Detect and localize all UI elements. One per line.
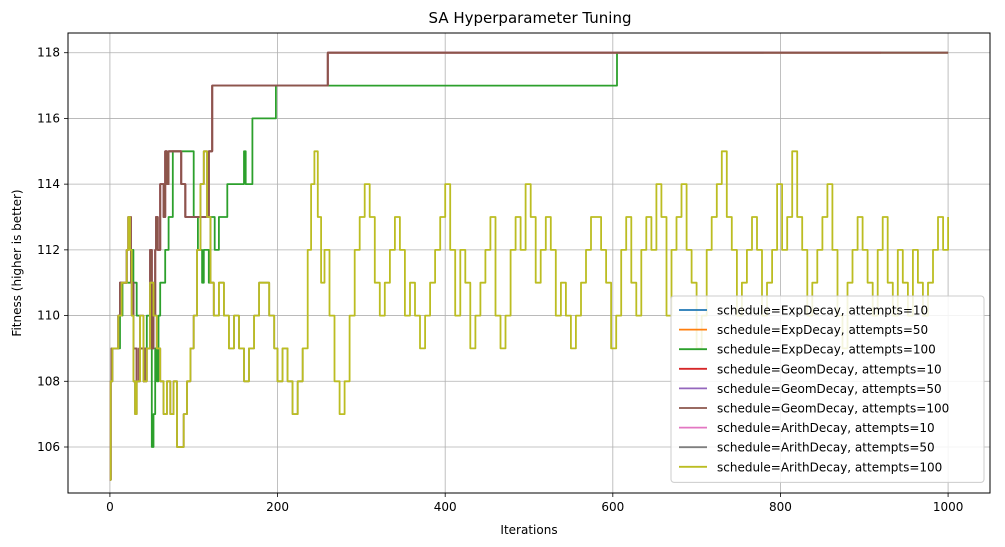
series-lines <box>109 51 949 481</box>
y-tick-label: 112 <box>37 243 60 257</box>
legend-label: schedule=ArithDecay, attempts=10 <box>717 421 935 435</box>
legend-label: schedule=ArithDecay, attempts=100 <box>717 460 942 474</box>
legend-box <box>670 295 985 483</box>
x-tick-label: 200 <box>266 500 289 514</box>
legend-label: schedule=ExpDecay, attempts=50 <box>717 323 928 337</box>
y-tick-label: 114 <box>37 177 60 191</box>
x-tick-label: 0 <box>106 500 114 514</box>
legend-label: schedule=GeomDecay, attempts=50 <box>717 382 942 396</box>
x-axis-ticks: 0 200 400 600 800 1000 <box>106 493 963 514</box>
chart-title: SA Hyperparameter Tuning <box>429 9 632 27</box>
y-tick-label: 110 <box>37 309 60 323</box>
y-axis-label: Fitness (higher is better) <box>10 189 24 336</box>
legend-label: schedule=GeomDecay, attempts=100 <box>717 402 949 416</box>
legend-label: schedule=ExpDecay, attempts=10 <box>717 304 928 318</box>
x-axis-label: Iterations <box>500 523 557 537</box>
legend: schedule=ExpDecay, attempts=10 schedule=E… <box>670 295 985 483</box>
plot-frame <box>67 32 991 494</box>
series-line-9 <box>109 150 949 481</box>
x-tick-label: 400 <box>434 500 457 514</box>
x-tick-label: 600 <box>601 500 624 514</box>
y-axis-ticks: 106 108 110 112 114 116 118 <box>37 46 68 454</box>
x-tick-label: 800 <box>769 500 792 514</box>
y-tick-label: 106 <box>37 440 60 454</box>
x-tick-label: 1000 <box>933 500 964 514</box>
legend-label: schedule=ArithDecay, attempts=50 <box>717 441 935 455</box>
y-tick-label: 108 <box>37 374 60 388</box>
legend-label: schedule=GeomDecay, attempts=10 <box>717 362 942 376</box>
y-tick-label: 116 <box>37 111 60 125</box>
legend-label: schedule=ExpDecay, attempts=100 <box>717 343 936 357</box>
y-tick-label: 118 <box>37 46 60 60</box>
